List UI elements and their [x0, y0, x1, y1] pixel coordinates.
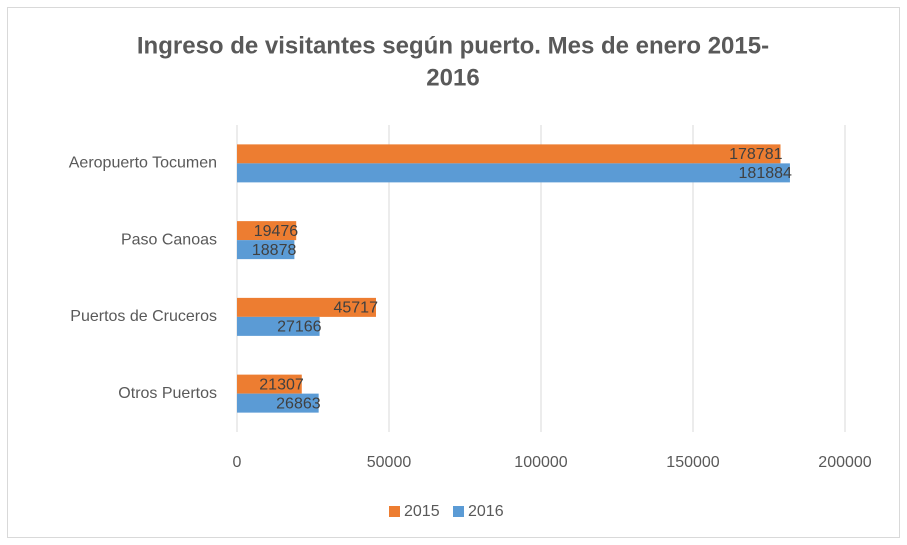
data-label: 181884: [739, 165, 792, 182]
bar: [237, 374, 302, 394]
data-label: 178781: [729, 146, 782, 163]
bar: [237, 163, 790, 183]
data-label: 18878: [252, 242, 297, 259]
data-label: 27166: [277, 319, 322, 336]
bar: [237, 297, 376, 317]
chart-title: 2016: [426, 64, 479, 91]
bar: [237, 221, 297, 241]
x-tick-label: 200000: [818, 454, 871, 471]
y-tick-label: Paso Canoas: [121, 231, 217, 248]
bar: [237, 144, 781, 164]
x-tick-label: 50000: [367, 454, 412, 471]
data-label: 45717: [333, 300, 378, 317]
y-tick-label: Aeropuerto Tocumen: [69, 155, 217, 172]
x-tick-label: 150000: [666, 454, 719, 471]
x-tick-label: 0: [233, 454, 242, 471]
legend-swatch: [453, 506, 464, 517]
y-tick-label: Otros Puertos: [118, 385, 217, 402]
x-tick-label: 100000: [514, 454, 567, 471]
bar: [237, 240, 295, 260]
legend-label: 2015: [404, 503, 440, 520]
chart-title: Ingreso de visitantes según puerto. Mes …: [137, 32, 769, 59]
chart-border: [7, 7, 900, 538]
data-label: 21307: [259, 376, 304, 393]
bar: [237, 316, 320, 336]
legend-swatch: [389, 506, 400, 517]
data-label: 19476: [254, 223, 299, 240]
legend-label: 2016: [468, 503, 504, 520]
y-tick-label: Puertos de Cruceros: [70, 308, 217, 325]
bar: [237, 393, 319, 413]
data-label: 26863: [276, 395, 321, 412]
